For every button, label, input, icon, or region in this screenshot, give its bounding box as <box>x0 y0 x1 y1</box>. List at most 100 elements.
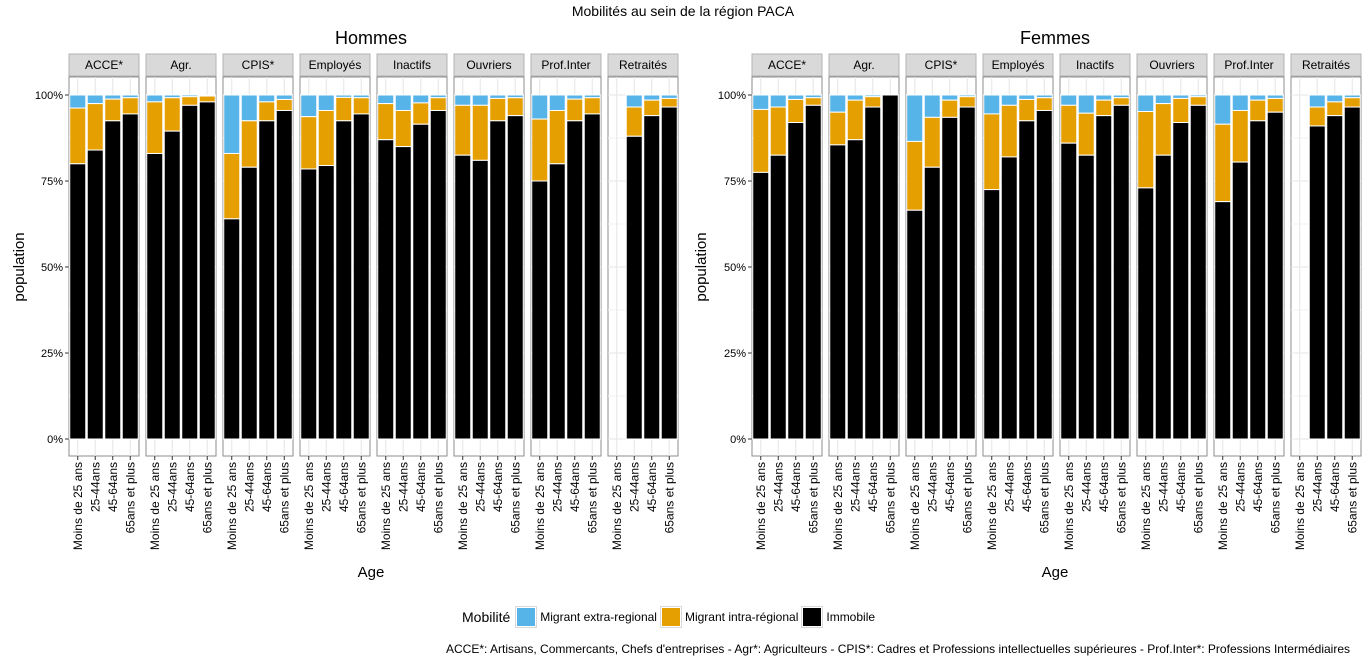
x-tick-label-femmes-1-0: Moins de 25 ans <box>831 462 845 550</box>
bar-intra-hommes-6-2 <box>566 98 584 122</box>
bar-extra-femmes-5-2 <box>1172 94 1190 99</box>
y-tick-label-femmes-4: 100% <box>718 90 746 102</box>
x-tick-label-hommes-3-1: 25-44ans <box>319 462 333 512</box>
facet-label-femmes-6: Prof.Inter <box>1224 58 1273 72</box>
bar-immobile-femmes-7-3 <box>1343 106 1361 440</box>
bar-intra-hommes-4-0 <box>377 103 395 141</box>
bar-immobile-hommes-3-2 <box>335 120 353 440</box>
bar-intra-hommes-2-0 <box>223 152 241 220</box>
legend: Mobilité Migrant extra-regional Migrant … <box>462 604 879 630</box>
bar-intra-hommes-0-3 <box>121 97 139 115</box>
legend-label-extra: Migrant extra-regional <box>540 610 657 624</box>
y-tick-label-hommes-3: 75% <box>41 176 63 188</box>
facet-strip-hommes-6 <box>530 53 602 77</box>
x-axis-label-hommes: Age <box>358 564 385 581</box>
bar-intra-femmes-1-0 <box>829 111 847 146</box>
x-tick-label-hommes-1-3: 65ans et plus <box>200 462 214 533</box>
x-tick-label-femmes-1-3: 65ans et plus <box>883 462 897 533</box>
bar-intra-hommes-2-1 <box>240 120 258 168</box>
bar-immobile-hommes-6-2 <box>566 120 584 440</box>
bar-intra-femmes-3-3 <box>1035 97 1053 111</box>
bar-extra-hommes-1-0 <box>146 94 164 103</box>
bar-intra-hommes-7-3 <box>660 97 678 108</box>
bar-intra-hommes-4-2 <box>412 102 430 125</box>
bar-extra-hommes-6-2 <box>566 94 584 100</box>
y-axis-label-hommes: population <box>11 232 28 301</box>
y-tick-label-hommes-0: 0% <box>47 434 63 446</box>
bar-immobile-femmes-2-0 <box>906 209 924 440</box>
facet-strip-femmes-5 <box>1136 53 1208 77</box>
legend-label-immobile: Immobile <box>826 610 876 624</box>
facet-strip-hommes-7 <box>607 53 679 77</box>
x-tick-label-hommes-3-3: 65ans et plus <box>354 462 368 533</box>
bar-immobile-hommes-5-2 <box>489 120 507 440</box>
facet-strip-femmes-6 <box>1213 53 1285 77</box>
legend-swatch-immobile <box>801 606 824 628</box>
x-tick-label-femmes-1-2: 45-64ans <box>866 462 880 512</box>
bar-extra-hommes-3-0 <box>300 94 318 118</box>
bar-intra-hommes-1-0 <box>146 101 164 154</box>
legend-item-intra: Migrant intra-régional <box>659 606 798 628</box>
bar-immobile-femmes-0-1 <box>769 154 787 440</box>
bar-immobile-hommes-4-3 <box>429 109 447 440</box>
x-tick-label-femmes-4-1: 25-44ans <box>1079 462 1093 512</box>
x-tick-label-femmes-7-1: 25-44ans <box>1310 462 1324 512</box>
x-tick-label-hommes-5-1: 25-44ans <box>473 462 487 512</box>
x-tick-label-hommes-4-1: 25-44ans <box>396 462 410 512</box>
x-tick-label-femmes-2-1: 25-44ans <box>925 462 939 512</box>
bar-intra-femmes-6-2 <box>1249 99 1267 122</box>
x-tick-label-femmes-3-1: 25-44ans <box>1002 462 1016 512</box>
x-tick-label-hommes-7-1: 25-44ans <box>627 462 641 512</box>
bar-immobile-femmes-6-3 <box>1266 111 1284 440</box>
x-tick-label-hommes-4-2: 45-64ans <box>414 462 428 512</box>
panel-title-femmes: Femmes <box>1020 28 1090 48</box>
bar-intra-femmes-7-1 <box>1308 106 1326 127</box>
y-tick-label-hommes-2: 50% <box>41 262 63 274</box>
x-tick-label-femmes-3-3: 65ans et plus <box>1037 462 1051 533</box>
bar-intra-femmes-3-1 <box>1000 104 1018 158</box>
x-tick-label-femmes-2-3: 65ans et plus <box>960 462 974 533</box>
bar-immobile-femmes-6-2 <box>1249 120 1267 440</box>
bar-immobile-femmes-3-0 <box>983 189 1001 440</box>
bar-intra-femmes-7-3 <box>1343 97 1361 108</box>
bar-immobile-femmes-0-3 <box>804 104 822 440</box>
bar-immobile-hommes-7-2 <box>643 115 661 440</box>
facet-label-hommes-7: Retraités <box>619 58 667 72</box>
x-tick-label-hommes-6-1: 25-44ans <box>550 462 564 512</box>
bar-immobile-femmes-6-0 <box>1214 201 1232 440</box>
x-tick-label-femmes-4-2: 45-64ans <box>1097 462 1111 512</box>
bar-immobile-hommes-7-1 <box>625 135 643 440</box>
x-tick-label-hommes-0-2: 45-64ans <box>106 462 120 512</box>
bar-intra-femmes-0-2 <box>787 98 805 124</box>
bar-immobile-femmes-6-1 <box>1231 161 1249 440</box>
y-tick-label-femmes-0: 0% <box>730 434 746 446</box>
bar-intra-femmes-4-0 <box>1060 104 1078 144</box>
bar-extra-femmes-6-2 <box>1249 94 1267 101</box>
bar-immobile-femmes-1-3 <box>881 94 899 440</box>
y-tick-label-hommes-4: 100% <box>35 90 63 102</box>
panel-title-hommes: Hommes <box>335 28 407 48</box>
bar-immobile-femmes-7-1 <box>1308 125 1326 440</box>
x-tick-label-hommes-2-1: 25-44ans <box>242 462 256 512</box>
bar-extra-hommes-3-1 <box>317 94 335 111</box>
bar-immobile-femmes-0-0 <box>752 171 770 440</box>
bar-intra-femmes-0-3 <box>804 97 822 106</box>
facet-label-femmes-4: Inactifs <box>1076 58 1114 72</box>
x-tick-label-hommes-0-3: 65ans et plus <box>123 462 137 533</box>
bar-immobile-hommes-7-3 <box>660 106 678 440</box>
facet-strip-femmes-4 <box>1059 53 1131 77</box>
x-tick-label-femmes-3-0: Moins de 25 ans <box>985 462 999 550</box>
bar-extra-femmes-3-2 <box>1018 94 1036 100</box>
bar-intra-femmes-5-3 <box>1189 96 1207 106</box>
bar-extra-hommes-5-2 <box>489 94 507 99</box>
facet-label-femmes-5: Ouvriers <box>1149 58 1194 72</box>
bar-immobile-femmes-3-3 <box>1035 109 1053 440</box>
legend-item-extra: Migrant extra-regional <box>515 606 657 628</box>
bar-immobile-hommes-4-0 <box>377 139 395 440</box>
bar-immobile-femmes-2-2 <box>941 116 959 440</box>
x-tick-label-hommes-6-3: 65ans et plus <box>585 462 599 533</box>
x-tick-label-hommes-7-3: 65ans et plus <box>662 462 676 533</box>
bar-intra-hommes-3-3 <box>352 97 370 115</box>
bar-intra-hommes-0-0 <box>69 107 87 165</box>
bar-immobile-hommes-3-1 <box>317 165 335 440</box>
